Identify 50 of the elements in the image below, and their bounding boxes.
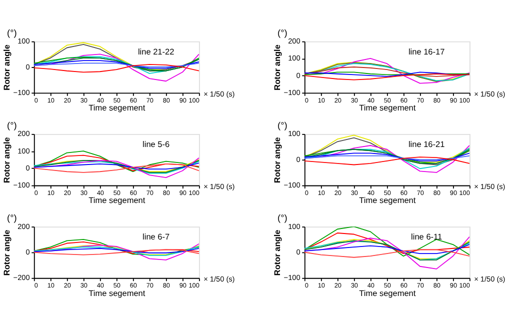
annotation: line 6-11 <box>411 232 442 242</box>
y-tick-label: 100 <box>18 146 30 156</box>
text: (°) <box>278 28 288 38</box>
text: (°) <box>7 28 17 38</box>
y-tick-label: 100 <box>288 54 300 63</box>
y-axis-title: Rotor angle <box>2 44 12 90</box>
y-tick-label: −100 <box>284 180 300 190</box>
text: (°) <box>278 120 288 130</box>
annotation: line 21-22 <box>138 47 175 56</box>
y-axis-title: Rotor angle <box>2 136 12 184</box>
annotation: line 16-21 <box>408 140 446 149</box>
y-axis-title: Rotor angle <box>273 136 282 184</box>
y-tick-label: 100 <box>18 36 30 46</box>
y-tick-label: 0 <box>296 154 300 164</box>
x-axis-title: Time segement <box>359 288 416 298</box>
y-tick-label: 0 <box>26 248 30 257</box>
y-tick-label: 100 <box>288 222 300 231</box>
x-axis-title: Time segement <box>88 196 146 206</box>
text: × 1/50 (s) <box>474 89 506 98</box>
text: × 1/50 (s) <box>474 182 506 191</box>
y-axis-title: Rotor angle <box>273 229 282 276</box>
annotation: line 6-7 <box>142 232 170 242</box>
y-axis-title: Rotor angle <box>273 44 282 90</box>
y-tick-label: 0 <box>26 163 30 172</box>
y-tick-label: 200 <box>18 129 30 138</box>
text: × 1/50 (s) <box>204 274 235 284</box>
y-tick-label: −100 <box>284 88 300 97</box>
x-axis-title: Time segement <box>359 196 416 206</box>
text: × 1/50 (s) <box>204 89 235 98</box>
annotation: line 16-17 <box>408 47 446 56</box>
x-axis-title: Time segement <box>88 104 146 113</box>
y-tick-label: 0 <box>26 62 30 72</box>
y-axis-title: Rotor angle <box>2 229 12 276</box>
text: (°) <box>278 213 288 224</box>
y-tick-label: 0 <box>296 70 300 80</box>
y-tick-label: 200 <box>288 36 300 46</box>
text: (°) <box>7 213 17 224</box>
y-tick-label: 0 <box>296 248 300 257</box>
y-tick-label: −100 <box>13 88 30 97</box>
y-tick-label: −200 <box>13 273 30 282</box>
annotation: line 5-6 <box>142 140 170 149</box>
y-tick-label: −100 <box>13 180 30 190</box>
y-tick-label: −100 <box>284 273 300 282</box>
x-axis-title: Time segement <box>88 288 146 298</box>
text: (°) <box>7 120 17 130</box>
text: × 1/50 (s) <box>204 182 235 191</box>
x-axis-title: Time segement <box>359 104 416 113</box>
y-tick-label: 200 <box>18 222 30 231</box>
text: × 1/50 (s) <box>474 274 506 284</box>
y-tick-label: 100 <box>288 129 300 138</box>
